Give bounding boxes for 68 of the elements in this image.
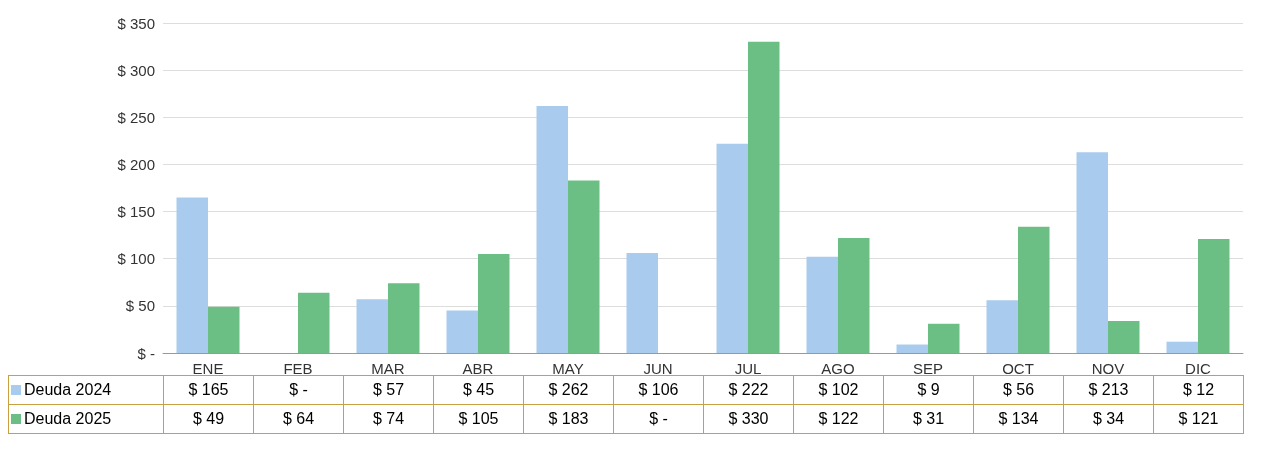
data-label: $ 9	[883, 375, 974, 405]
y-tick-label: $ 150	[117, 203, 155, 221]
bar	[568, 180, 600, 353]
data-label: $ 31	[883, 404, 974, 434]
legend-label: Deuda 2025	[8, 404, 164, 434]
data-label: $ 213	[1063, 375, 1154, 405]
bar	[716, 143, 748, 353]
data-label: $ 106	[613, 375, 704, 405]
y-tick-label: $ 350	[117, 14, 155, 32]
bar	[388, 283, 420, 353]
x-tick-label: MAR	[371, 360, 405, 377]
y-tick-label: $ 300	[117, 61, 155, 79]
y-tick-label: $ 100	[117, 250, 155, 268]
data-label: $ 122	[793, 404, 884, 434]
bar	[478, 254, 510, 353]
x-tick-label: SEP	[912, 360, 944, 377]
data-label: $ 183	[523, 404, 614, 434]
bar	[748, 41, 780, 353]
y-tick-label: $ 50	[125, 297, 155, 315]
bar	[928, 323, 960, 353]
data-label: $ 330	[703, 404, 794, 434]
y-tick-label: $ 250	[117, 108, 155, 126]
data-label: $ 64	[253, 404, 344, 434]
bar	[1108, 320, 1140, 353]
x-tick-label: NOV	[1091, 360, 1125, 377]
data-label: $ -	[613, 404, 704, 434]
x-tick-label: FEB	[283, 360, 313, 377]
x-tick-label: ABR	[462, 360, 494, 377]
y-tick-label: $ -	[137, 344, 155, 362]
bar	[1076, 152, 1108, 353]
bar	[1166, 341, 1198, 353]
x-tick-label: OCT	[1002, 360, 1034, 377]
x-tick-label: ENE	[192, 360, 224, 377]
bar	[838, 237, 870, 353]
bar	[208, 306, 240, 353]
bar	[536, 105, 568, 353]
x-tick-label: MAY	[552, 360, 584, 377]
bar	[986, 300, 1018, 353]
bar	[176, 197, 208, 353]
x-tick-label: AGO	[821, 360, 855, 377]
bar	[298, 292, 330, 353]
data-label: $ 74	[343, 404, 434, 434]
data-label: $ 105	[433, 404, 524, 434]
x-tick-label: JUN	[643, 360, 673, 377]
bar	[896, 344, 928, 353]
x-tick-label: JUL	[734, 360, 762, 377]
bar	[806, 256, 838, 353]
data-label: $ 165	[163, 375, 254, 405]
data-label: $ 102	[793, 375, 884, 405]
data-label: $ 222	[703, 375, 794, 405]
bar	[626, 253, 658, 353]
bar	[446, 310, 478, 353]
data-label: $ 45	[433, 375, 524, 405]
bar	[1018, 226, 1050, 353]
data-label: $ 49	[163, 404, 254, 434]
bar	[1198, 238, 1230, 353]
data-label: $ 134	[973, 404, 1064, 434]
legend-label: Deuda 2024	[8, 375, 164, 405]
data-label: $ 34	[1063, 404, 1154, 434]
bar	[356, 299, 388, 353]
y-tick-label: $ 200	[117, 155, 155, 173]
data-label: $ -	[253, 375, 344, 405]
x-tick-label: DIC	[1185, 360, 1212, 377]
data-label: $ 121	[1153, 404, 1244, 434]
data-label: $ 12	[1153, 375, 1244, 405]
data-label: $ 262	[523, 375, 614, 405]
data-label: $ 56	[973, 375, 1064, 405]
data-label: $ 57	[343, 375, 434, 405]
